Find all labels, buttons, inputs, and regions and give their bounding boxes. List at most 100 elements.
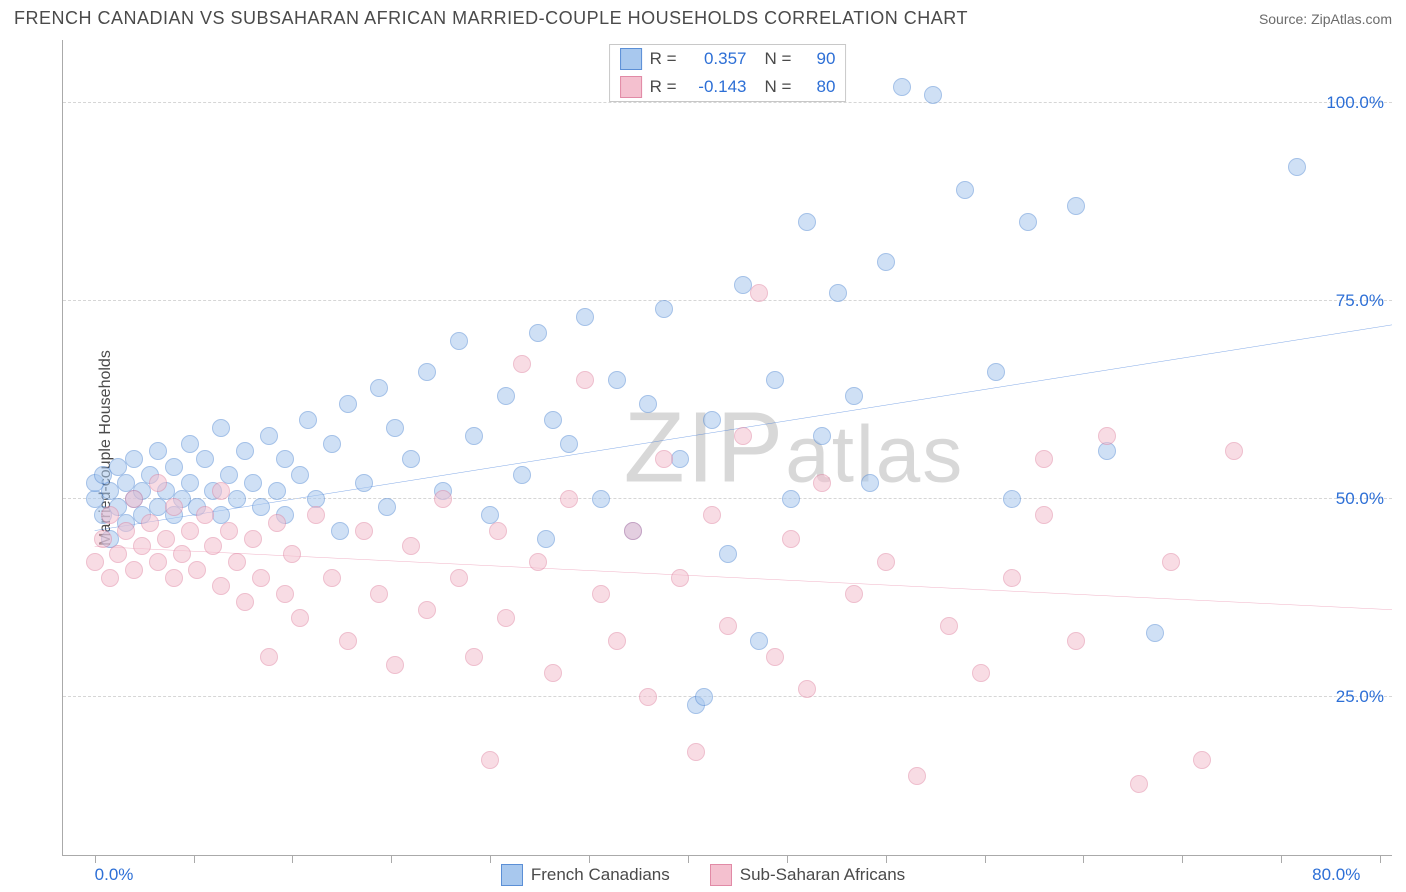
data-point (434, 490, 452, 508)
x-tick (985, 855, 986, 863)
data-point (1067, 632, 1085, 650)
data-point (228, 553, 246, 571)
data-point (766, 371, 784, 389)
data-point (149, 442, 167, 460)
trendlines-layer (63, 40, 1392, 855)
source-label: Source: ZipAtlas.com (1259, 11, 1392, 27)
data-point (101, 506, 119, 524)
data-point (228, 490, 246, 508)
bottom-legend-label: Sub-Saharan Africans (740, 865, 905, 885)
data-point (1003, 490, 1021, 508)
data-point (782, 530, 800, 548)
legend-n-label: N = (765, 49, 792, 69)
data-point (339, 632, 357, 650)
data-point (1035, 450, 1053, 468)
data-point (497, 387, 515, 405)
data-point (181, 522, 199, 540)
data-point (260, 427, 278, 445)
bottom-legend-item: Sub-Saharan Africans (710, 864, 905, 886)
data-point (544, 664, 562, 682)
data-point (1288, 158, 1306, 176)
legend-swatch (620, 48, 642, 70)
data-point (149, 553, 167, 571)
data-point (537, 530, 555, 548)
x-tick (1281, 855, 1282, 863)
data-point (244, 530, 262, 548)
data-point (339, 395, 357, 413)
data-point (560, 490, 578, 508)
scatter-plot: ZIPatlas R =0.357N =90R =-0.143N =80 25.… (62, 40, 1392, 856)
data-point (307, 506, 325, 524)
data-point (1067, 197, 1085, 215)
data-point (370, 379, 388, 397)
data-point (101, 569, 119, 587)
data-point (592, 490, 610, 508)
bottom-legend-item: French Canadians (501, 864, 670, 886)
data-point (157, 530, 175, 548)
data-point (798, 680, 816, 698)
data-point (165, 458, 183, 476)
y-tick-label: 50.0% (1336, 489, 1384, 509)
x-tick (1182, 855, 1183, 863)
data-point (940, 617, 958, 635)
data-point (252, 498, 270, 516)
data-point (719, 545, 737, 563)
data-point (703, 506, 721, 524)
data-point (655, 300, 673, 318)
gridline (63, 102, 1392, 103)
data-point (165, 569, 183, 587)
x-tick (688, 855, 689, 863)
legend-r-label: R = (650, 77, 677, 97)
data-point (181, 435, 199, 453)
data-point (639, 395, 657, 413)
chart-area: Married-couple Households ZIPatlas R =0.… (14, 40, 1392, 856)
data-point (592, 585, 610, 603)
correlation-legend: R =0.357N =90R =-0.143N =80 (609, 44, 847, 102)
x-tick (95, 855, 96, 863)
data-point (133, 537, 151, 555)
data-point (1225, 442, 1243, 460)
data-point (386, 656, 404, 674)
data-point (465, 648, 483, 666)
data-point (813, 474, 831, 492)
data-point (671, 569, 689, 587)
data-point (908, 767, 926, 785)
data-point (125, 490, 143, 508)
data-point (204, 537, 222, 555)
data-point (402, 450, 420, 468)
data-point (877, 253, 895, 271)
y-tick-label: 100.0% (1326, 93, 1384, 113)
data-point (141, 514, 159, 532)
data-point (236, 593, 254, 611)
data-point (386, 419, 404, 437)
data-point (125, 450, 143, 468)
data-point (987, 363, 1005, 381)
data-point (418, 601, 436, 619)
x-tick (1083, 855, 1084, 863)
correlation-legend-row: R =-0.143N =80 (610, 73, 846, 101)
x-tick (490, 855, 491, 863)
data-point (639, 688, 657, 706)
data-point (861, 474, 879, 492)
data-point (252, 569, 270, 587)
data-point (1098, 427, 1116, 445)
data-point (268, 482, 286, 500)
legend-n-value: 90 (799, 49, 835, 69)
data-point (1193, 751, 1211, 769)
y-tick-label: 25.0% (1336, 687, 1384, 707)
data-point (608, 371, 626, 389)
data-point (109, 545, 127, 563)
data-point (450, 569, 468, 587)
data-point (331, 522, 349, 540)
data-point (323, 435, 341, 453)
data-point (188, 561, 206, 579)
bottom-legend: French Canadians Sub-Saharan Africans (0, 864, 1406, 886)
data-point (196, 506, 214, 524)
data-point (766, 648, 784, 666)
data-point (212, 482, 230, 500)
data-point (450, 332, 468, 350)
data-point (845, 585, 863, 603)
x-tick (194, 855, 195, 863)
data-point (750, 284, 768, 302)
legend-n-value: 80 (799, 77, 835, 97)
